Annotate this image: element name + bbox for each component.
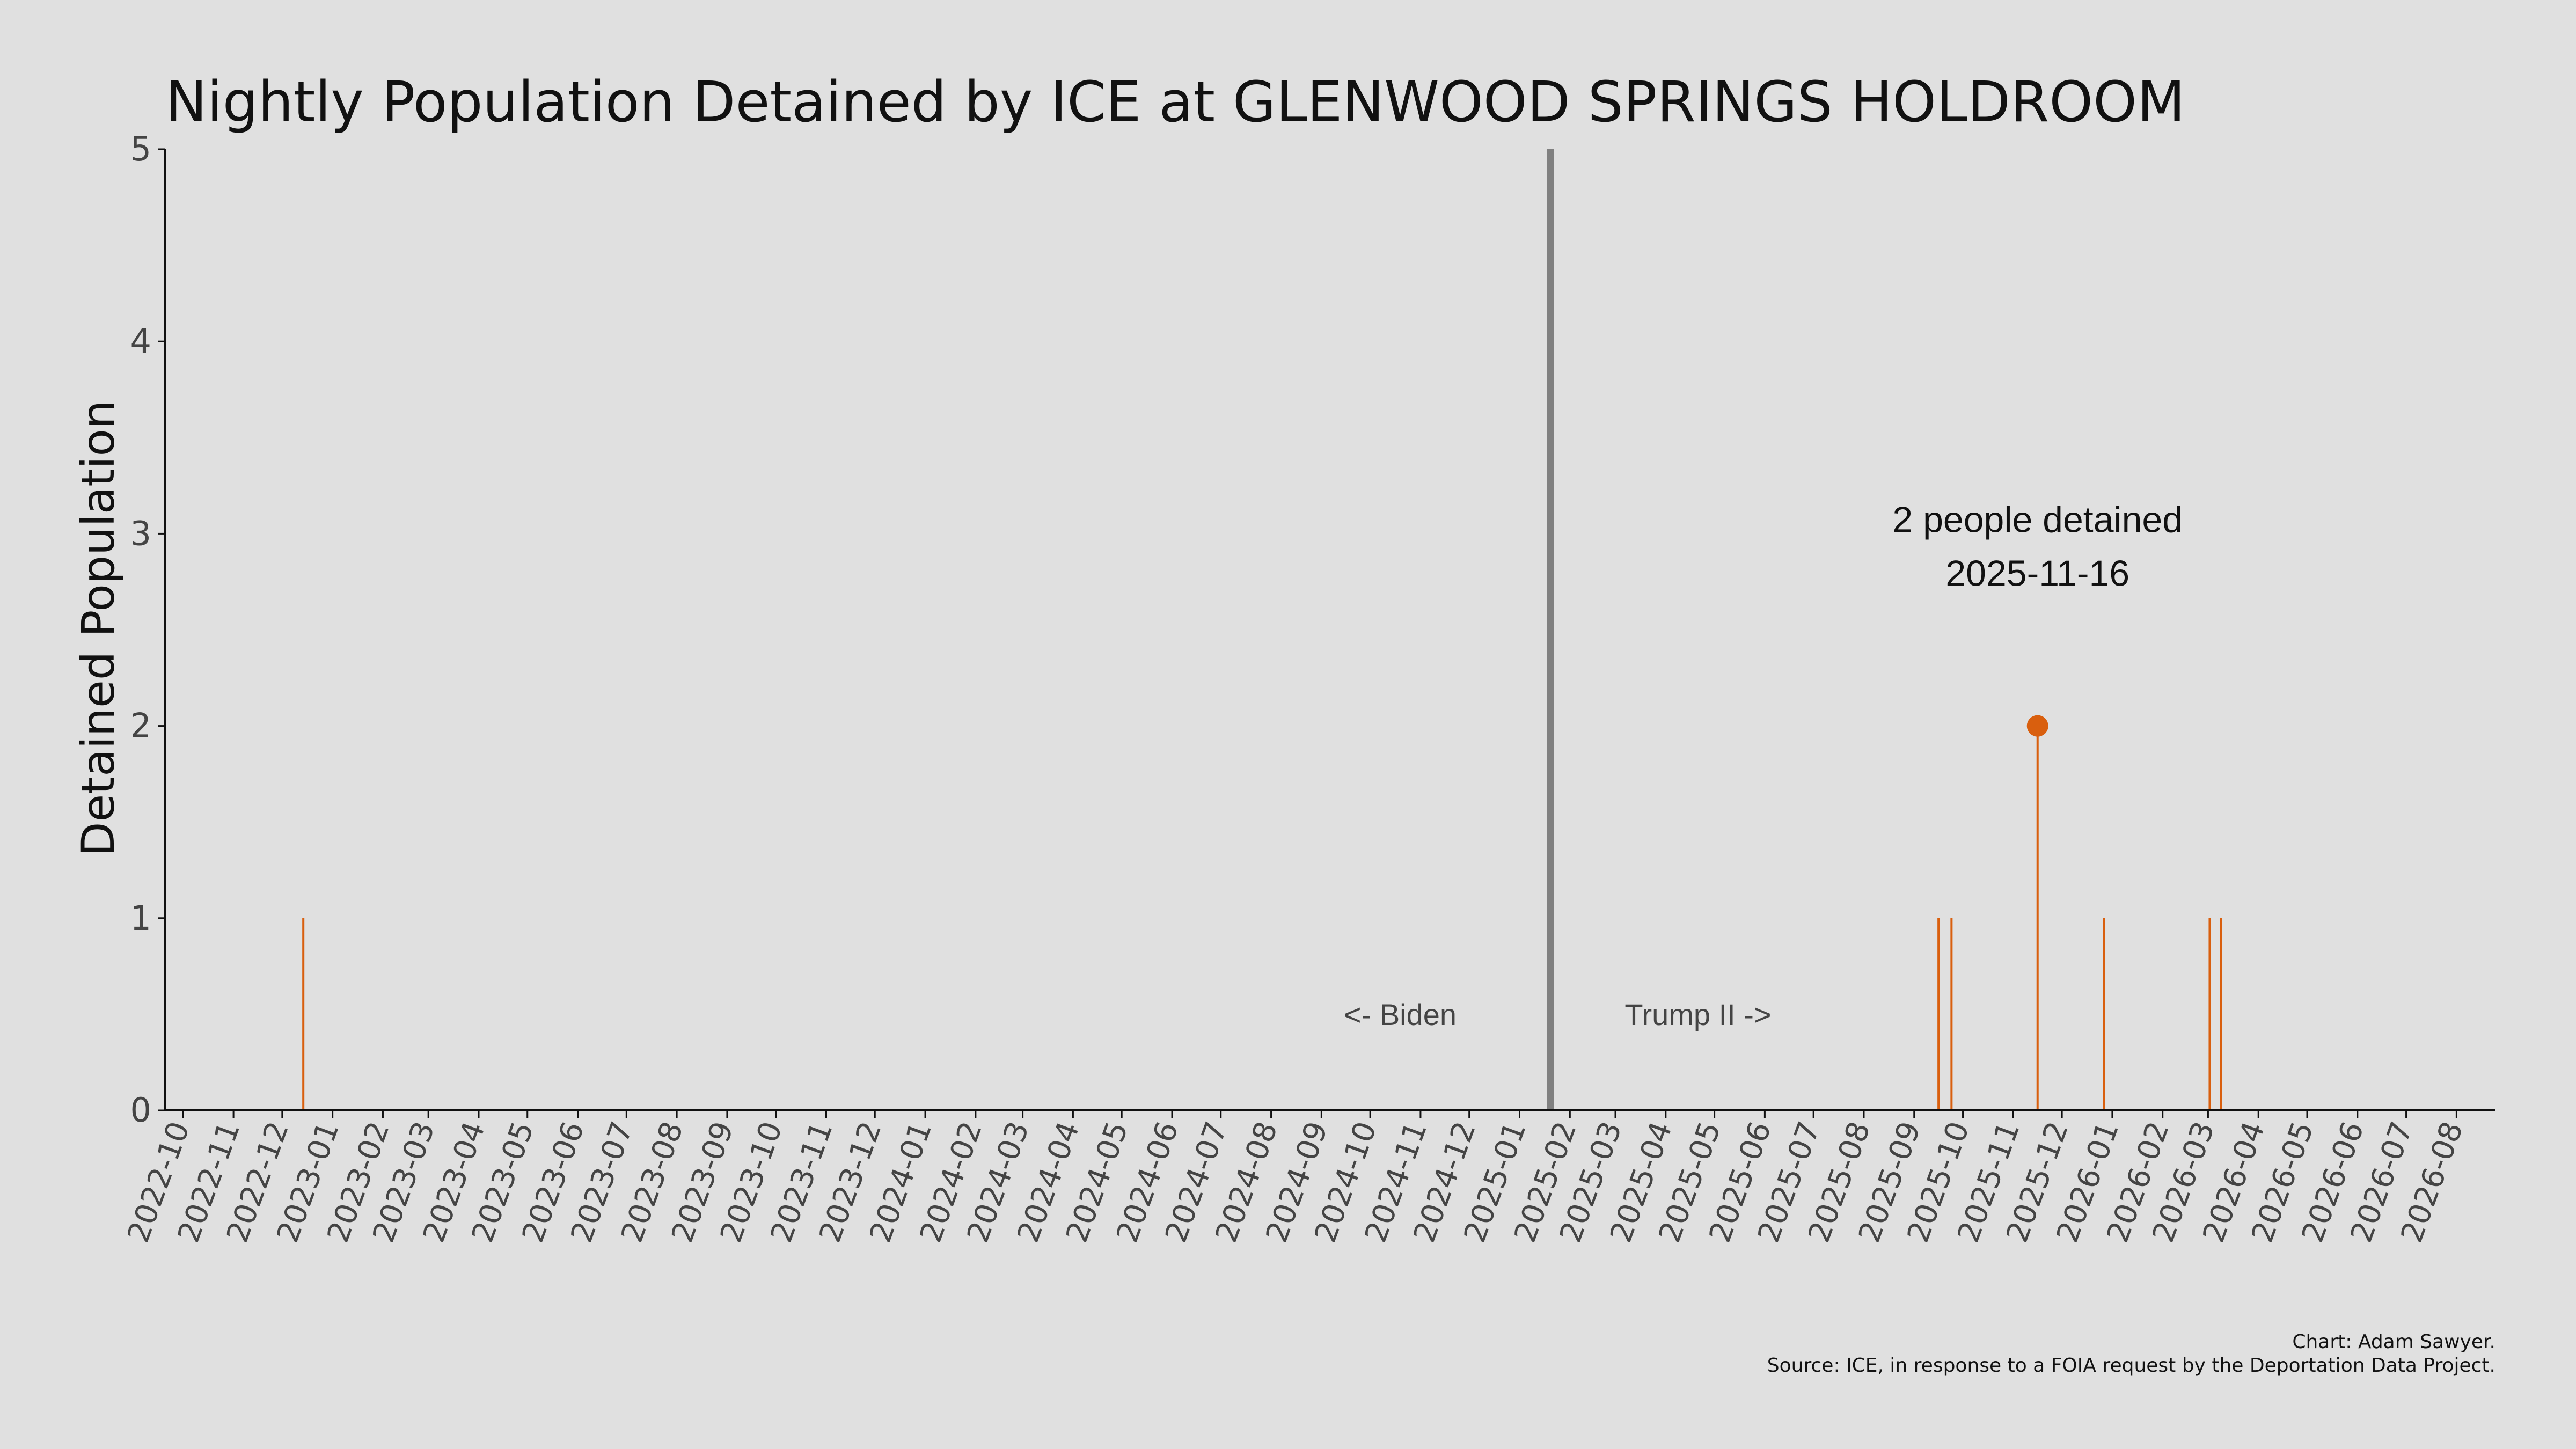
peak-point (2026, 715, 2048, 737)
annotation-line-1: 2 people detained (1892, 499, 2183, 540)
y-axis-label: Detained Population (72, 400, 125, 857)
y-tick-label: 3 (130, 514, 151, 553)
y-ticks: 0 1 2 3 4 5 (130, 129, 165, 1130)
axes (164, 149, 2496, 1111)
chart-title: Nightly Population Detained by ICE at GL… (165, 69, 2185, 135)
y-tick-label: 0 (130, 1091, 151, 1130)
credit-author: Chart: Adam Sawyer. (2292, 1331, 2496, 1353)
credit-source: Source: ICE, in response to a FOIA reque… (1767, 1355, 2496, 1377)
era-label-trump: Trump II -> (1624, 998, 1771, 1031)
y-tick-label: 1 (130, 898, 151, 938)
bars (302, 715, 2222, 1110)
era-label-biden: <- Biden (1344, 998, 1457, 1031)
y-tick-label: 4 (130, 321, 151, 361)
x-ticks: 2022-102022-112022-122023-012023-022023-… (121, 1110, 2470, 1247)
y-tick-label: 2 (130, 706, 151, 745)
y-tick-label: 5 (130, 129, 151, 169)
annotation-line-2: 2025-11-16 (1945, 553, 2129, 594)
